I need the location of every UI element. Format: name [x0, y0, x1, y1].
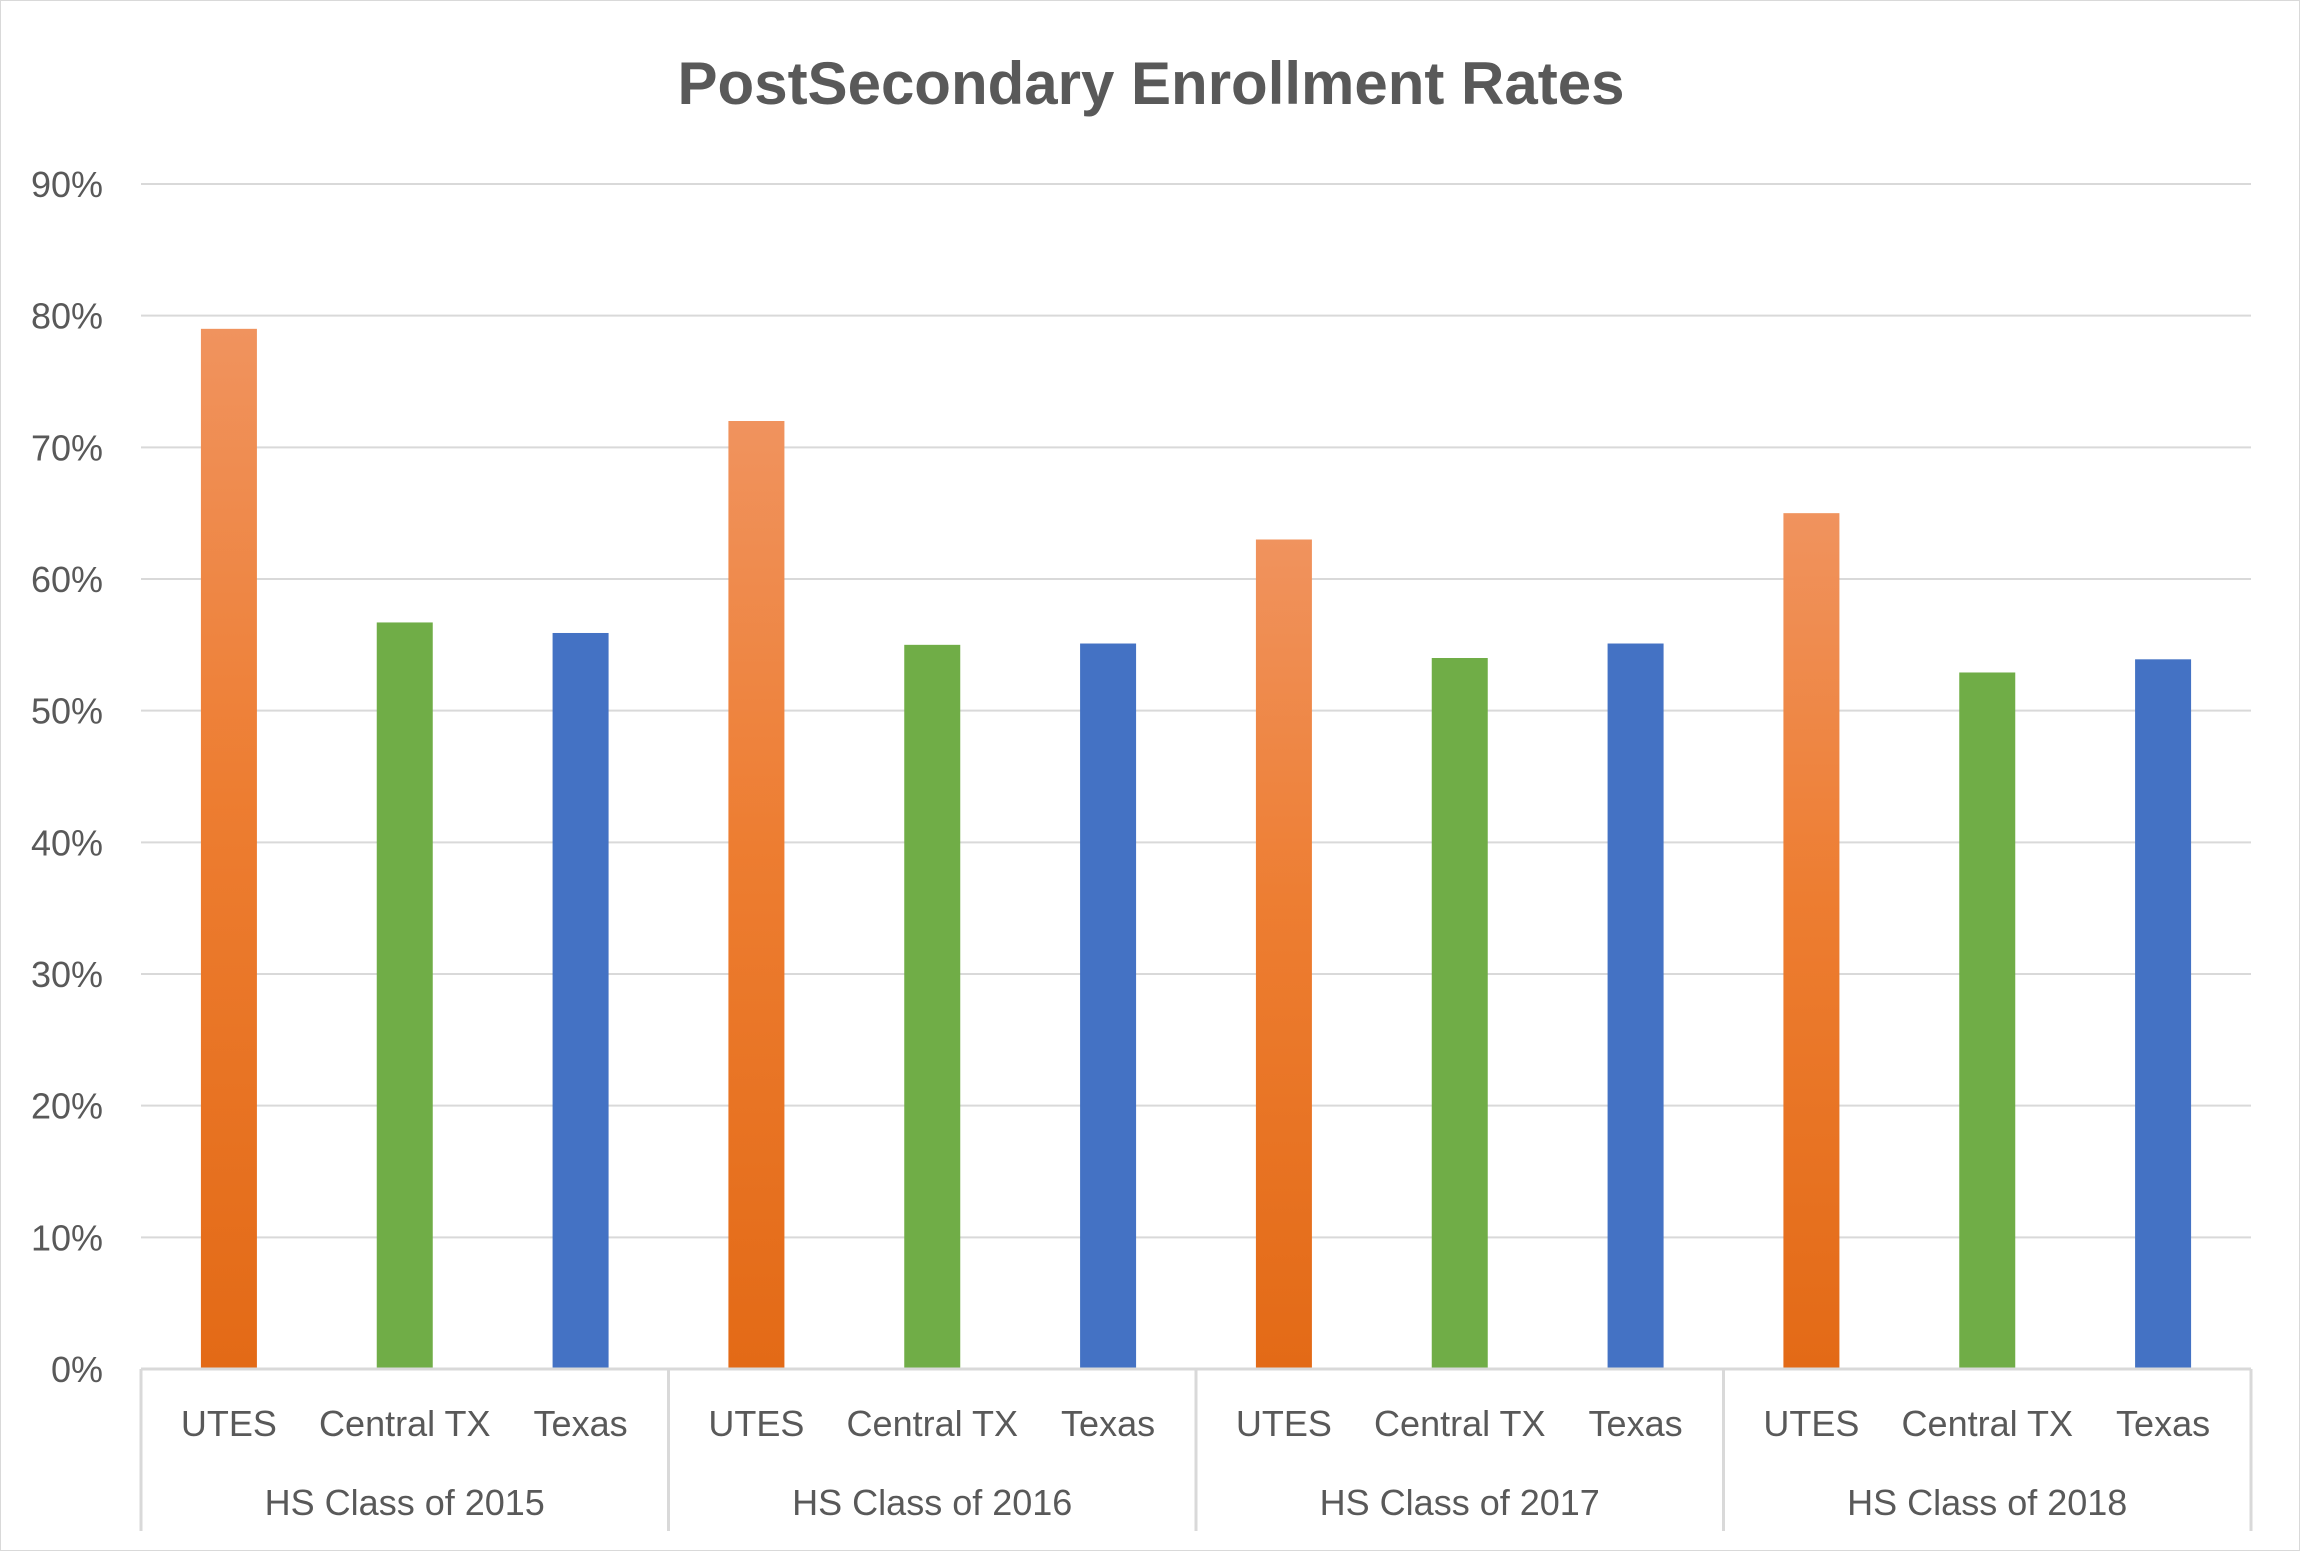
- group-label: HS Class of 2017: [1320, 1482, 1600, 1523]
- bar-central-tx: [904, 644, 961, 1369]
- bar-central-tx: [1431, 658, 1488, 1369]
- bar-central-tx: [1959, 672, 2016, 1369]
- bar-utes: [200, 328, 257, 1369]
- category-label: Central TX: [1374, 1403, 1545, 1444]
- y-tick-label: 50%: [31, 691, 103, 732]
- category-label: Texas: [534, 1403, 628, 1444]
- category-label: Central TX: [319, 1403, 490, 1444]
- y-tick-label: 0%: [51, 1349, 103, 1390]
- chart-title: PostSecondary Enrollment Rates: [678, 50, 1625, 117]
- bar-utes: [1783, 513, 1840, 1369]
- group-label: HS Class of 2018: [1847, 1482, 2127, 1523]
- y-axis-ticks: 0% 10% 20% 30% 40% 50% 60% 70% 80% 90%: [31, 164, 103, 1390]
- bars: [200, 328, 2192, 1369]
- bar-texas: [2135, 659, 2192, 1369]
- bar-texas: [552, 632, 609, 1369]
- x-axis: UTES Central TX Texas HS Class of 2015 UTES C…: [139, 1367, 2253, 1531]
- bar-utes: [1255, 539, 1312, 1369]
- category-label: UTES: [1763, 1403, 1859, 1444]
- gridlines: [141, 183, 2251, 1239]
- group-label: HS Class of 2015: [265, 1482, 545, 1523]
- bar-utes: [728, 421, 785, 1369]
- y-tick-label: 40%: [31, 822, 103, 863]
- category-label: Central TX: [1902, 1403, 2073, 1444]
- y-tick-label: 60%: [31, 559, 103, 600]
- category-label: Texas: [1589, 1403, 1683, 1444]
- y-tick-label: 70%: [31, 427, 103, 468]
- y-tick-label: 80%: [31, 296, 103, 337]
- category-label: UTES: [708, 1403, 804, 1444]
- y-tick-label: 30%: [31, 954, 103, 995]
- bar-central-tx: [376, 622, 433, 1369]
- category-label: Central TX: [847, 1403, 1018, 1444]
- y-tick-label: 10%: [31, 1217, 103, 1258]
- category-label: Texas: [2116, 1403, 2210, 1444]
- y-tick-label: 90%: [31, 164, 103, 205]
- category-label: UTES: [181, 1403, 277, 1444]
- bar-texas: [1607, 643, 1664, 1369]
- y-tick-label: 20%: [31, 1086, 103, 1127]
- category-label: Texas: [1061, 1403, 1155, 1444]
- group-label: HS Class of 2016: [792, 1482, 1072, 1523]
- category-label: UTES: [1236, 1403, 1332, 1444]
- bar-texas: [1080, 643, 1137, 1369]
